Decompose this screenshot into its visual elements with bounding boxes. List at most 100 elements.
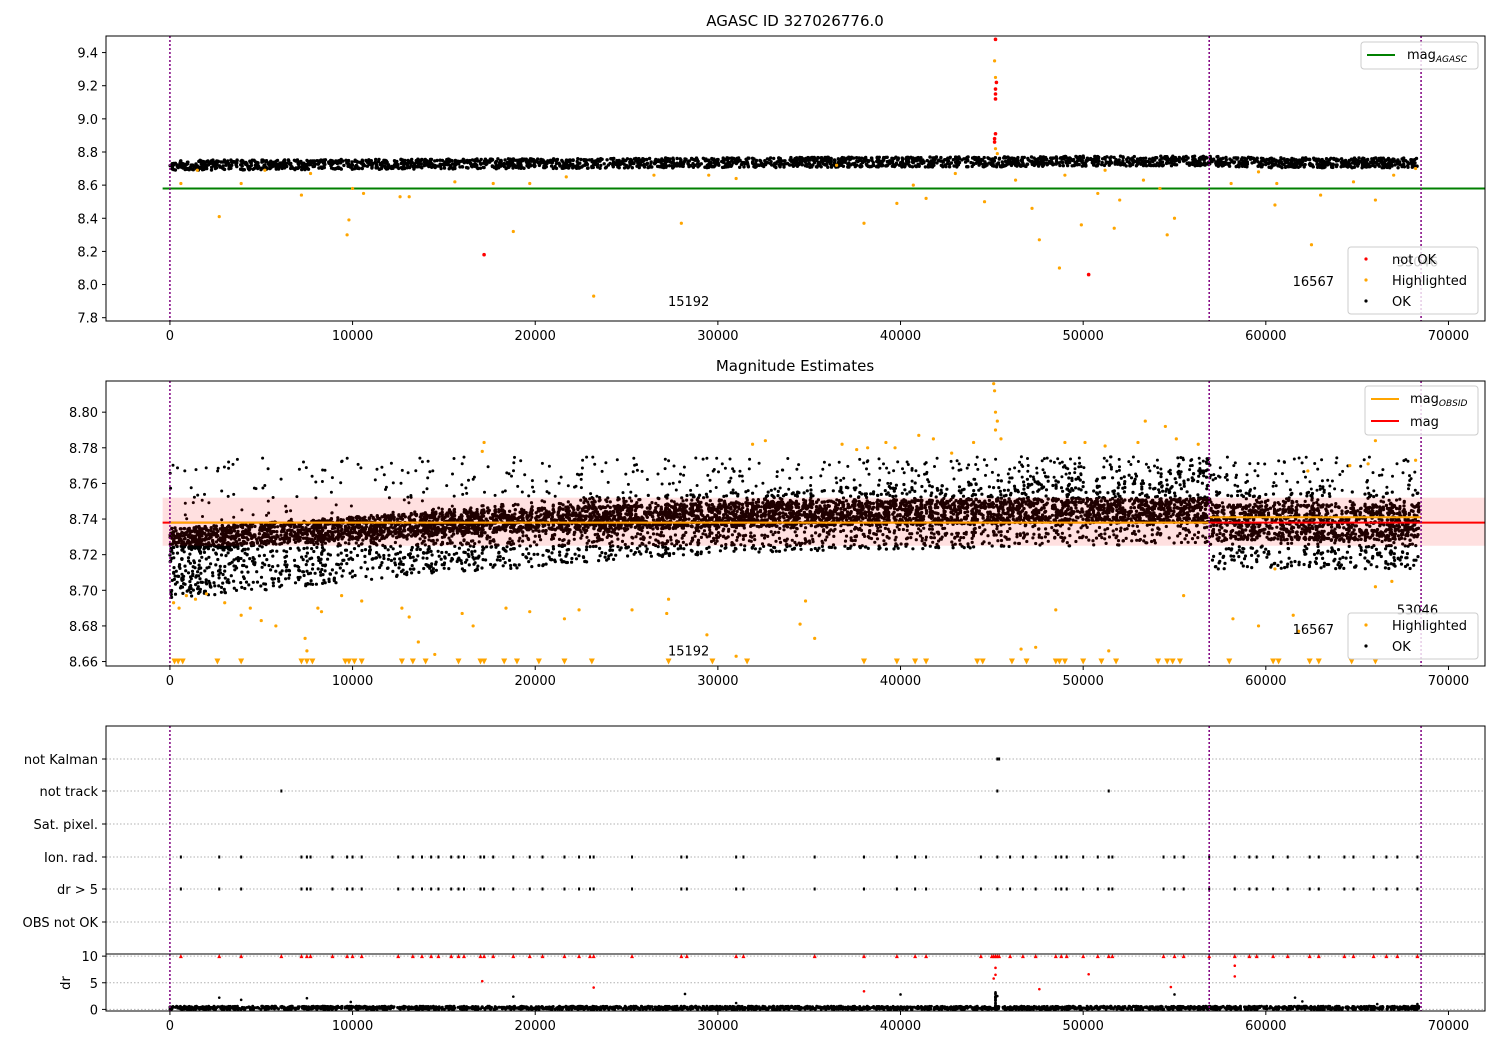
ok-point — [256, 165, 261, 170]
ok-point — [1019, 164, 1023, 168]
ok-point — [787, 163, 792, 167]
ok-point — [387, 553, 391, 557]
ok-point — [996, 479, 1000, 483]
ok-point — [203, 569, 207, 573]
ok-point — [427, 164, 431, 169]
ok-point — [265, 558, 269, 562]
ok-point — [1236, 493, 1240, 498]
ok-point — [1305, 491, 1309, 495]
ok-point — [990, 163, 995, 168]
ok-point — [1278, 159, 1282, 163]
ok-point — [694, 552, 698, 557]
ok-point — [1270, 563, 1274, 567]
ok-point — [1226, 493, 1230, 497]
highlighted-point — [361, 191, 366, 196]
ok-point — [722, 160, 726, 164]
ok-point — [259, 575, 264, 579]
ok-point — [982, 155, 986, 160]
ok-point — [744, 157, 748, 161]
ok-point — [1329, 550, 1333, 554]
ok-point — [864, 492, 869, 496]
ok-point — [408, 556, 413, 560]
ok-point — [365, 159, 370, 163]
ok-point — [239, 159, 243, 163]
ok-point — [1036, 161, 1040, 165]
ok-point — [1026, 485, 1030, 489]
ok-point — [645, 161, 650, 165]
ok-point — [742, 165, 746, 169]
ok-point — [1016, 161, 1020, 165]
ok-point — [1399, 555, 1403, 559]
ok-point — [1061, 164, 1066, 168]
ok-point — [1300, 158, 1305, 162]
ok-point — [1066, 158, 1070, 163]
ok-point — [214, 552, 218, 556]
ok-point — [1118, 154, 1123, 158]
ok-point — [1012, 160, 1016, 164]
ok-point — [186, 571, 191, 575]
ok-point — [1332, 559, 1336, 563]
ok-point — [729, 491, 733, 495]
ok-point — [320, 567, 324, 572]
ok-point — [1037, 156, 1042, 161]
highlighted-point — [993, 75, 998, 80]
ok-point — [664, 165, 668, 169]
ok-point — [763, 159, 767, 163]
ok-point — [1360, 166, 1364, 170]
ok-point — [1080, 160, 1084, 164]
highlighted-point — [1309, 243, 1314, 247]
ok-point — [204, 163, 209, 167]
ok-point — [305, 158, 309, 163]
ok-point — [885, 164, 889, 168]
ok-point — [1328, 162, 1333, 166]
ok-point — [1219, 157, 1223, 161]
highlighted-point — [1158, 186, 1162, 191]
ok-point — [1371, 162, 1375, 166]
ok-point — [612, 557, 616, 562]
ok-point — [997, 157, 1001, 161]
ok-point — [293, 167, 297, 172]
ok-point — [1222, 554, 1226, 558]
ok-point — [663, 156, 668, 160]
ok-point — [802, 491, 806, 495]
ok-point — [1270, 159, 1275, 164]
ok-point — [482, 546, 486, 551]
ok-point — [191, 572, 195, 576]
ok-point — [1034, 157, 1038, 162]
ok-point — [380, 576, 384, 580]
ok-point — [532, 552, 536, 557]
ok-point — [604, 165, 609, 169]
ok-point — [467, 563, 471, 567]
ok-point — [1396, 166, 1400, 170]
ok-point — [1389, 161, 1393, 165]
ok-point — [350, 160, 354, 164]
ok-point — [1016, 155, 1020, 160]
ok-point — [917, 164, 921, 168]
ok-point — [252, 562, 256, 566]
ok-point — [274, 569, 278, 573]
ok-point — [656, 158, 661, 162]
ok-point — [1025, 162, 1030, 166]
ok-point — [1215, 155, 1219, 159]
highlighted-point — [1063, 173, 1067, 177]
y-tick-label: 9.0 — [77, 113, 98, 128]
ok-point — [541, 564, 545, 568]
ok-point — [869, 492, 873, 496]
ok-point — [342, 163, 346, 168]
ok-point — [255, 570, 259, 574]
ok-point — [603, 555, 607, 559]
ok-point — [193, 165, 197, 169]
ok-point — [751, 161, 755, 166]
ok-point — [501, 163, 505, 168]
ok-point — [844, 485, 849, 489]
ok-point — [201, 159, 206, 164]
highlighted-point — [1319, 193, 1323, 197]
ok-point — [1348, 163, 1352, 167]
ok-point — [244, 162, 248, 167]
ok-point — [520, 157, 524, 161]
x-tick-label: 10000 — [332, 329, 373, 344]
highlighted-point — [1256, 170, 1261, 174]
ok-point — [247, 164, 251, 169]
ok-point — [202, 550, 207, 555]
ok-point — [840, 491, 844, 495]
